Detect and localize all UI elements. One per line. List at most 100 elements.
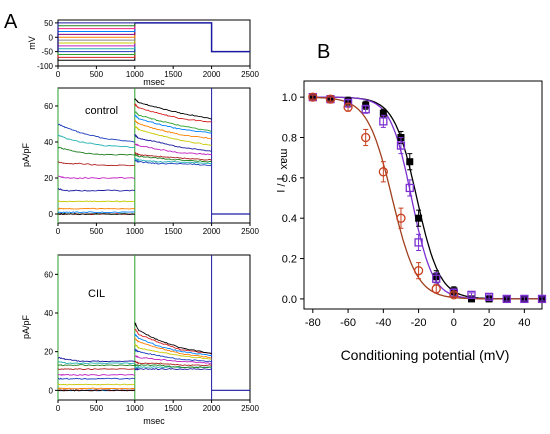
b-point-open-circle [343, 102, 353, 112]
protocol-xtick-label: 500 [90, 70, 104, 79]
cil-trace-test [134, 343, 212, 360]
control-ytick-label: 60 [44, 102, 53, 111]
b-ytick-label: 0.4 [282, 213, 297, 225]
b-point-open-circle [396, 213, 406, 223]
b-xtick-label: 0 [451, 317, 457, 329]
control-trace-test [134, 157, 212, 165]
protocol-xtick-label: 0 [56, 70, 61, 79]
panel-label-a: A [4, 11, 18, 33]
b-point-open-square [537, 294, 547, 304]
cil-ytick-label: 20 [44, 348, 53, 357]
control-trace-conditioning [57, 123, 135, 143]
b-point-open-circle [431, 284, 441, 294]
control-xtick-label: 2000 [203, 227, 221, 236]
control-trace-conditioning [57, 213, 135, 216]
control-ytick-label: 40 [44, 138, 53, 147]
cil-trace-test [134, 328, 212, 355]
b-point-open-square [405, 183, 414, 193]
control-yticks: 0 20 40 60 [44, 102, 58, 219]
protocol-xtick-label: 2500 [241, 70, 259, 79]
b-ytick-label: 0.0 [282, 294, 297, 306]
cil-plot-area [57, 255, 250, 400]
control-plot-area [57, 88, 250, 223]
b-data-points [308, 92, 547, 304]
control-trace-conditioning [57, 175, 135, 179]
b-ytick-label: 1.0 [282, 92, 297, 104]
cil-xlabel: msec [143, 416, 165, 426]
control-trace-conditioning [57, 211, 135, 214]
cil-xtick-label: 1500 [164, 404, 182, 413]
b-fit-line [309, 96, 542, 300]
b-ytick-label: 0.8 [282, 132, 297, 144]
cil-trace-conditioning [57, 373, 135, 376]
b-ytick-label: 0.2 [282, 254, 297, 266]
cil-chart: 0 500 1000 1500 2000 2500 0 20 40 60 CIL msec pA… [21, 254, 259, 426]
b-point-open-square [484, 292, 494, 302]
control-trace-conditioning [57, 146, 135, 156]
cil-ytick-label: 0 [49, 386, 54, 395]
control-trace-test [134, 134, 212, 152]
b-point-open-circle [361, 132, 371, 143]
protocol-xlabel: msec [143, 77, 165, 87]
cil-xtick-label: 2500 [241, 404, 259, 413]
control-trace-conditioning [57, 161, 135, 167]
cil-trace-conditioning [57, 364, 135, 367]
protocol-ytick-label: 50 [44, 19, 53, 28]
protocol-xtick-label: 2000 [203, 70, 221, 79]
b-xtick-label: -20 [411, 317, 427, 329]
control-annotation: control [85, 105, 118, 117]
control-ytick-label: 20 [44, 174, 53, 183]
b-frame [303, 80, 543, 310]
protocol-ytick-label: 0 [49, 33, 54, 42]
protocol-ylabel: mV [27, 36, 37, 50]
cil-trace-conditioning [57, 377, 135, 380]
b-xtick-label: -80 [305, 317, 321, 329]
protocol-step-trace [57, 22, 136, 52]
b-fit-line [309, 96, 542, 300]
panel-label-b: B [317, 41, 330, 63]
control-trace-test [134, 97, 212, 120]
b-point-filled-square [415, 214, 423, 222]
protocol-ytick-label: -50 [41, 48, 53, 57]
b-point-open-circle [413, 266, 424, 276]
b-ylabel: I / I max [274, 149, 290, 193]
b-point-open-square [520, 294, 529, 304]
inactivation-chart: -80 -60 -40 -20 0 20 40 0.0 0.2 0.4 0.6 0.8 1.0 Con… [274, 80, 547, 363]
cil-yticks: 0 20 40 60 [44, 270, 58, 395]
cil-trace-test [134, 360, 212, 367]
control-trace-conditioning [58, 188, 135, 192]
control-xtick-label: 2500 [241, 227, 259, 236]
control-trace-test [134, 114, 212, 134]
b-point-open-circle [308, 92, 318, 102]
control-trace-test [134, 153, 212, 163]
control-ytick-label: 0 [49, 210, 54, 219]
cil-trace-test [134, 337, 212, 359]
cil-xticks: 0 500 1000 1500 2000 2500 [56, 400, 259, 413]
b-point-open-square [432, 274, 441, 283]
b-xtick-label: 40 [518, 317, 530, 329]
b-xtick-label: -40 [375, 317, 391, 329]
control-trace-test [134, 158, 212, 167]
b-point-open-square [361, 105, 370, 114]
control-xtick-label: 0 [56, 227, 61, 236]
b-point-open-square [414, 238, 423, 247]
protocol-ytick-label: -100 [37, 62, 54, 71]
b-ytick-label: 0.6 [282, 173, 297, 185]
control-trace-test [134, 103, 212, 123]
control-chart: 0 500 1000 1500 2000 2500 0 20 40 60 control pA/… [21, 87, 259, 236]
b-point-filled-square [406, 158, 414, 166]
cil-trace-conditioning [57, 368, 135, 370]
cil-xtick-label: 0 [56, 404, 61, 413]
control-trace-test [134, 119, 212, 140]
control-trace-test [134, 125, 212, 146]
b-point-open-square [502, 294, 511, 304]
cil-trace-test [134, 348, 212, 363]
cil-ylabel: pA/pF [21, 314, 31, 339]
control-trace-test [134, 152, 212, 161]
b-point-open-circle [449, 290, 459, 300]
cil-xtick-label: 2000 [203, 404, 221, 413]
b-point-open-square [467, 290, 476, 300]
cil-trace-conditioning [57, 387, 135, 390]
protocol-test-pulse [134, 22, 250, 53]
